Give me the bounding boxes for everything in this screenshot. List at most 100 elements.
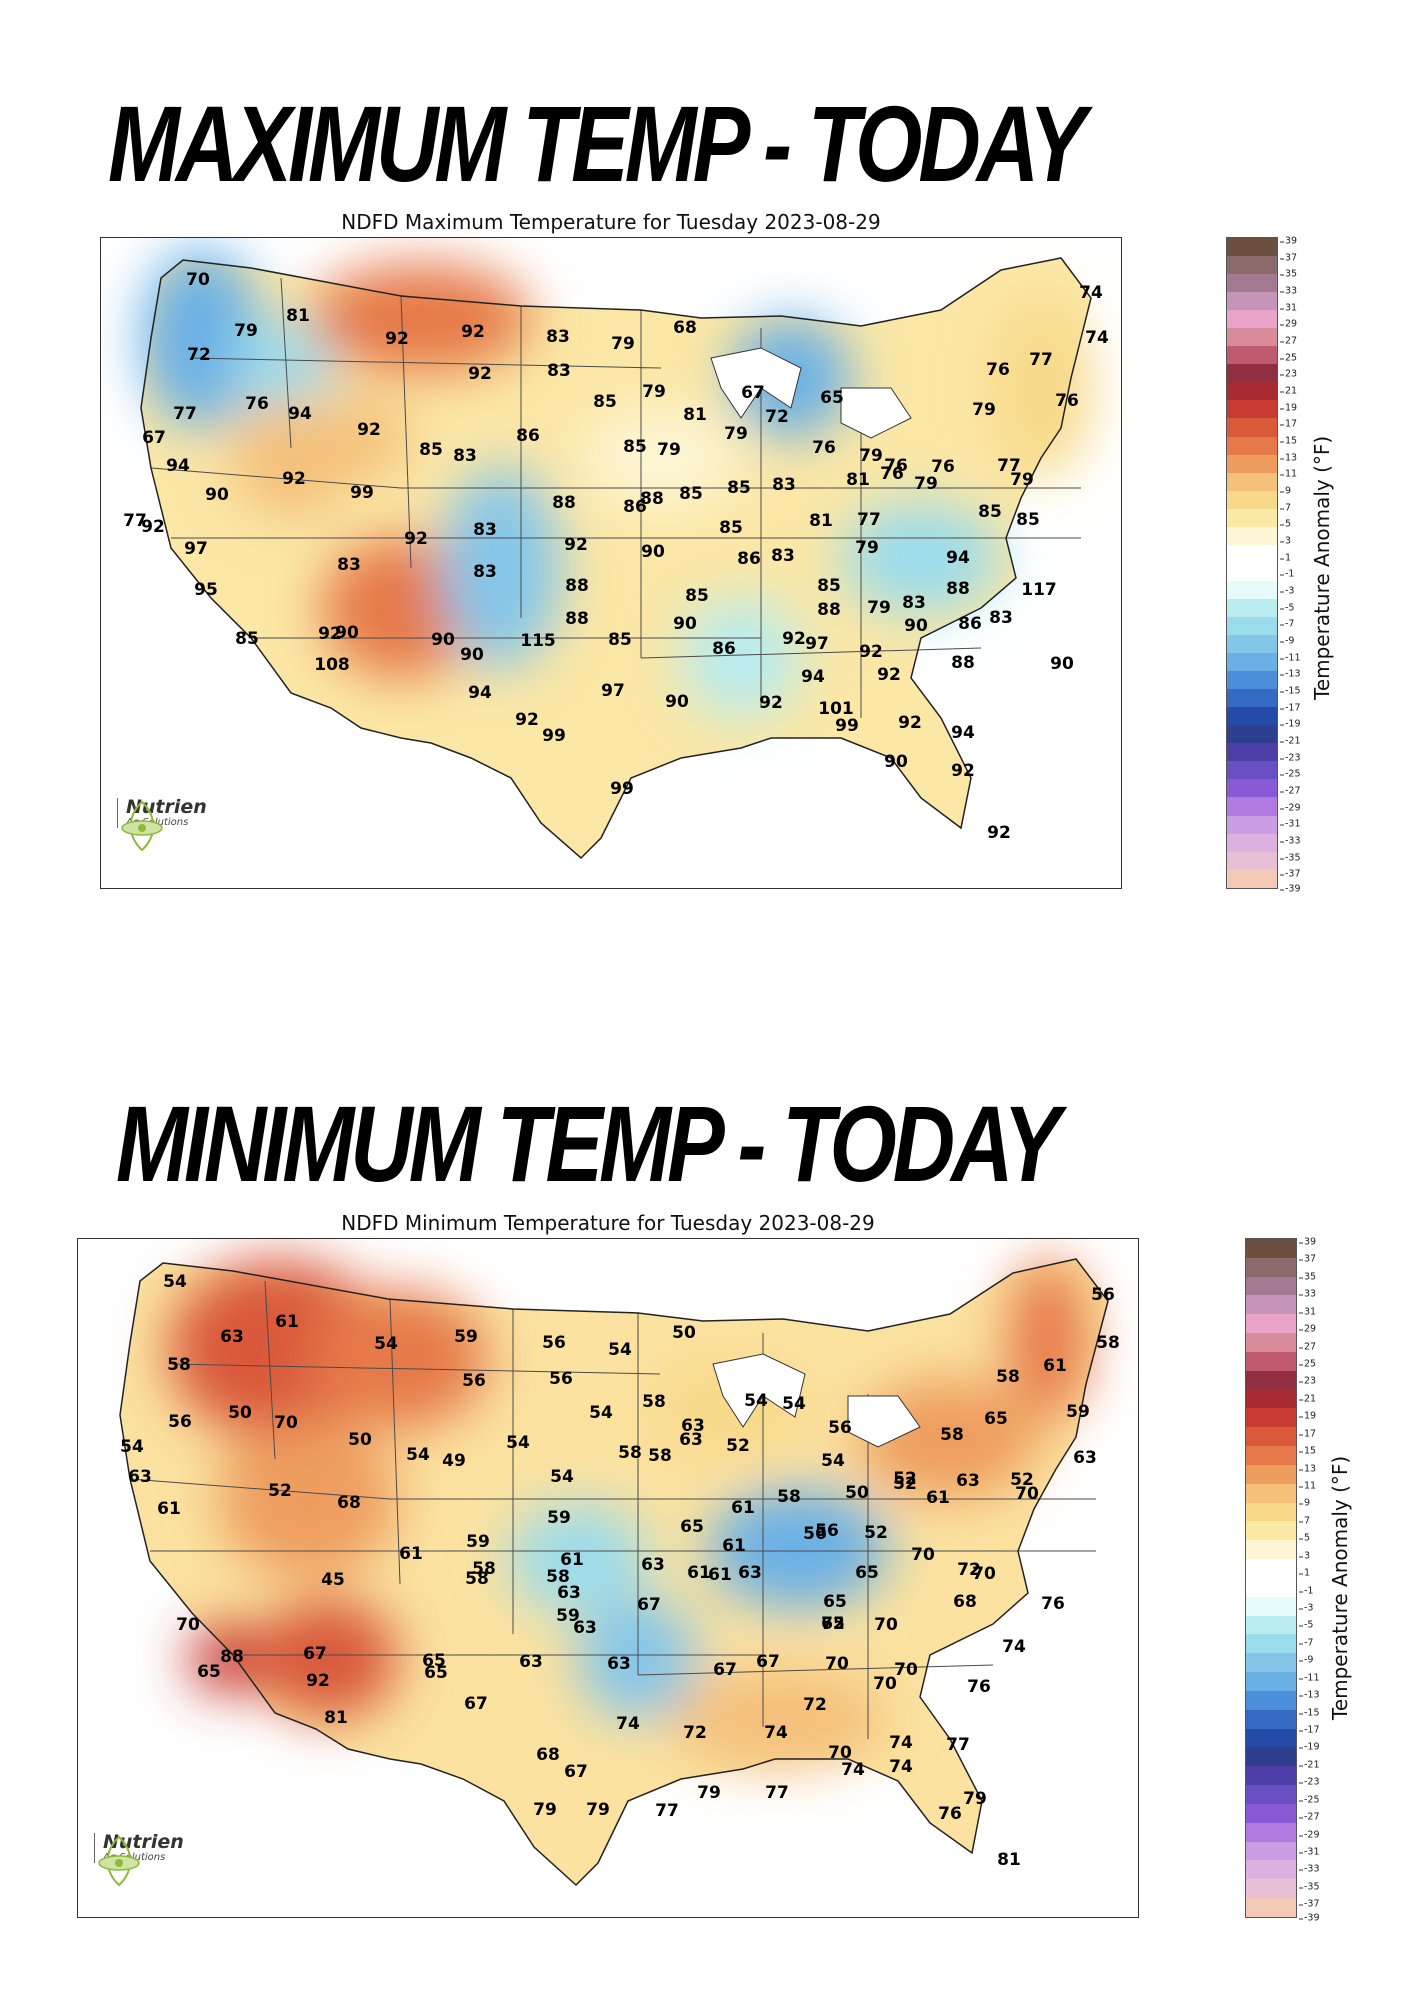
- temp-label: 94: [288, 404, 312, 424]
- temp-label: 99: [350, 483, 374, 503]
- temp-label: 59: [454, 1327, 478, 1347]
- temp-label: 77: [946, 1735, 970, 1755]
- colorbar-segment: [1227, 779, 1277, 798]
- colorbar-segment: [1246, 1766, 1296, 1786]
- temp-label: 65: [984, 1409, 1008, 1429]
- colorbar-segment: [1246, 1841, 1296, 1861]
- temp-label: 54: [120, 1437, 144, 1457]
- temp-label: 70: [186, 270, 210, 290]
- temp-label: 88: [951, 653, 975, 673]
- colorbar-segment: [1227, 472, 1277, 491]
- temp-label: 79: [657, 440, 681, 460]
- colorbar-segment: [1227, 562, 1277, 581]
- colorbar-segment: [1246, 1502, 1296, 1522]
- temp-label: 83: [772, 475, 796, 495]
- temp-label: 83: [473, 562, 497, 582]
- colorbar-tick: 27: [1279, 335, 1298, 347]
- colorbar-segment: [1227, 725, 1277, 744]
- temp-label: 99: [542, 726, 566, 746]
- temp-label: 85: [685, 586, 709, 606]
- colorbar-segment: [1227, 671, 1277, 690]
- colorbar-tick: 9: [1279, 485, 1292, 497]
- min-nutrien-logo: Nutrien Ag Solutions: [94, 1833, 184, 1887]
- temp-label: 90: [904, 616, 928, 636]
- temp-label: 59: [466, 1532, 490, 1552]
- temp-label: 50: [672, 1323, 696, 1343]
- temp-label: 70: [873, 1674, 897, 1694]
- colorbar-segment: [1227, 274, 1277, 293]
- colorbar-segment: [1246, 1295, 1296, 1315]
- colorbar-tick: 5: [1279, 518, 1292, 530]
- temp-label: 52: [726, 1436, 750, 1456]
- min-great-lakes: [712, 1353, 921, 1448]
- colorbar-segment: [1246, 1596, 1296, 1616]
- colorbar-segment: [1246, 1634, 1296, 1654]
- min-state-borders: [129, 1280, 1096, 1739]
- temp-label: 108: [314, 655, 350, 675]
- colorbar-segment: [1246, 1427, 1296, 1447]
- temp-label: 72: [765, 407, 789, 427]
- temp-label: 63: [557, 1583, 581, 1603]
- temp-label: 74: [616, 1714, 640, 1734]
- min-colorbar: [1245, 1238, 1297, 1918]
- colorbar-tick: -11: [1280, 652, 1301, 664]
- max-great-lakes: [710, 347, 912, 439]
- temp-label: 70: [894, 1660, 918, 1680]
- temp-label: 77: [655, 1801, 679, 1821]
- temp-label: 79: [724, 424, 748, 444]
- colorbar-tick: 23: [1298, 1375, 1317, 1387]
- colorbar-segment: [1246, 1728, 1296, 1748]
- colorbar-tick: -19: [1280, 718, 1301, 730]
- colorbar-segment: [1246, 1483, 1296, 1503]
- temp-label: 56: [462, 1371, 486, 1391]
- temp-label: 61: [731, 1498, 755, 1518]
- temp-label: 88: [946, 579, 970, 599]
- temp-label: 70: [874, 1615, 898, 1635]
- temp-label: 94: [951, 723, 975, 743]
- temp-label: 52: [893, 1469, 917, 1489]
- temp-label: 65: [680, 1517, 704, 1537]
- temp-label: 70: [176, 1615, 200, 1635]
- temp-label: 54: [550, 1467, 574, 1487]
- temp-label: 67: [303, 1644, 327, 1664]
- temp-label: 90: [335, 623, 359, 643]
- colorbar-segment: [1227, 292, 1277, 311]
- max-colorbar: [1226, 237, 1278, 889]
- colorbar-segment: [1246, 1370, 1296, 1390]
- temp-label: 79: [972, 400, 996, 420]
- temp-label: 77: [765, 1783, 789, 1803]
- temp-label: 81: [846, 470, 870, 490]
- temp-label: 90: [673, 614, 697, 634]
- colorbar-tick: 1: [1298, 1567, 1311, 1579]
- temp-label: 97: [184, 539, 208, 559]
- temp-label: 92: [357, 420, 381, 440]
- colorbar-tick: -29: [1280, 802, 1301, 814]
- temp-label: 59: [1066, 1402, 1090, 1422]
- temp-label: 52: [268, 1481, 292, 1501]
- temp-label: 85: [679, 484, 703, 504]
- temp-label: 65: [821, 1614, 845, 1634]
- max-colorbar-label: Temperature Anomaly (°F): [1310, 435, 1334, 700]
- min-map-title: NDFD Minimum Temperature for Tuesday 202…: [341, 1211, 875, 1235]
- temp-label: 92: [306, 1671, 330, 1691]
- colorbar-tick: -23: [1299, 1776, 1320, 1788]
- colorbar-tick: 21: [1279, 385, 1298, 397]
- colorbar-tick: 19: [1279, 402, 1298, 414]
- temp-label: 77: [1029, 350, 1053, 370]
- temp-label: 79: [697, 1783, 721, 1803]
- colorbar-tick: 11: [1279, 468, 1298, 480]
- temp-label: 63: [1073, 1448, 1097, 1468]
- temp-label: 61: [926, 1488, 950, 1508]
- temp-label: 63: [220, 1327, 244, 1347]
- temp-label: 54: [744, 1391, 768, 1411]
- temp-label: 70: [972, 1564, 996, 1584]
- temp-label: 63: [607, 1654, 631, 1674]
- colorbar-segment: [1227, 580, 1277, 599]
- temp-label: 86: [737, 549, 761, 569]
- colorbar-segment: [1227, 508, 1277, 527]
- temp-label: 56: [542, 1333, 566, 1353]
- colorbar-tick: 11: [1298, 1480, 1317, 1492]
- colorbar-segment: [1227, 364, 1277, 383]
- temp-label: 79: [586, 1800, 610, 1820]
- colorbar-segment: [1227, 743, 1277, 762]
